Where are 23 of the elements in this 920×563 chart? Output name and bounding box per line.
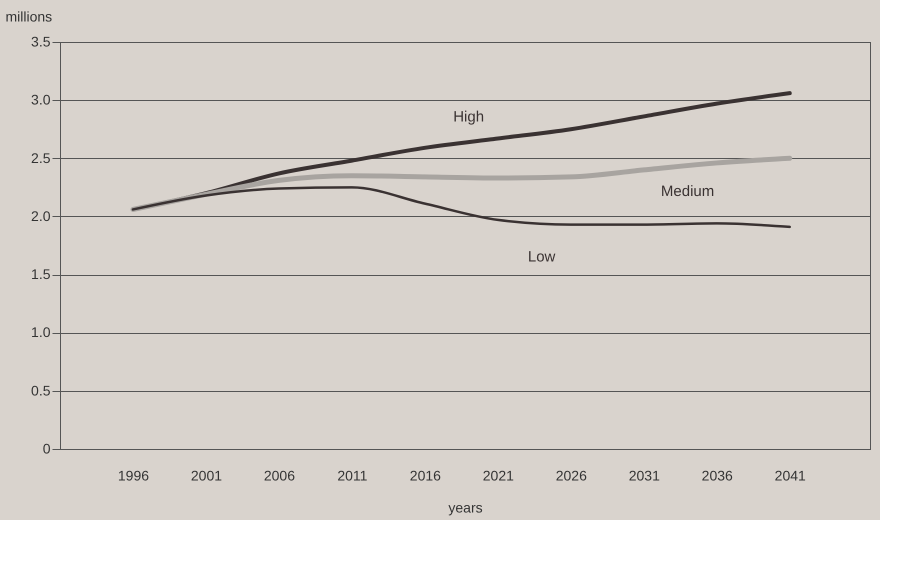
x-tick-label: 2026 — [556, 468, 588, 484]
y-tick-label: 2.5 — [31, 150, 51, 166]
y-tick-label: 1.5 — [31, 266, 51, 282]
x-tick-label: 2016 — [410, 468, 442, 484]
y-tick-label: 3.5 — [31, 34, 51, 50]
series-label: High — [453, 108, 484, 126]
y-tick-label: 2.0 — [31, 208, 51, 224]
x-tick-label: 2031 — [628, 468, 660, 484]
x-tick-label: 2011 — [337, 468, 368, 484]
x-axis-title: years — [448, 500, 483, 516]
x-tick-label: 2036 — [702, 468, 734, 484]
x-tick-label: 1996 — [118, 468, 150, 484]
y-tick-label: 0 — [42, 440, 51, 456]
y-tick-label: 3.0 — [31, 92, 51, 108]
x-tick-label: 2021 — [482, 468, 514, 484]
x-tick-label: 2006 — [264, 468, 296, 484]
y-axis-title: millions — [6, 8, 52, 24]
y-tick-label: 1.0 — [31, 324, 51, 340]
x-tick-label: 2041 — [774, 468, 806, 484]
x-tick-label: 2001 — [190, 468, 222, 484]
y-tick-label: 0.5 — [31, 382, 51, 398]
series-label: Low — [528, 248, 556, 266]
series-label: Medium — [660, 182, 714, 200]
